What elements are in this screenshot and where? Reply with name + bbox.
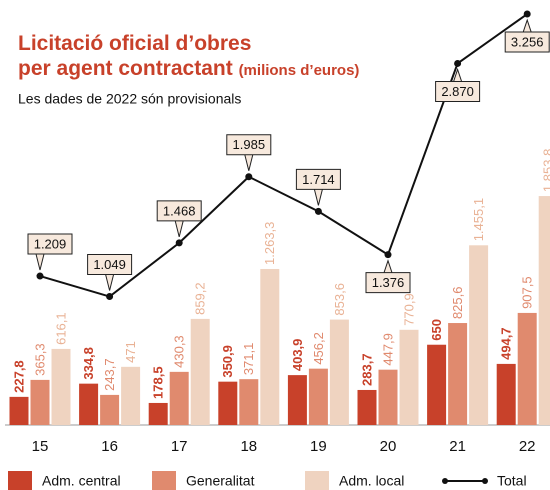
legend-label: Total [497, 473, 527, 489]
legend-swatch [305, 471, 329, 490]
value-label: 471 [123, 341, 138, 363]
bar [287, 375, 307, 425]
value-label: 403,9 [290, 339, 305, 372]
bar [79, 383, 99, 425]
value-label: 859,2 [193, 282, 208, 315]
value-label: 334,8 [81, 347, 96, 380]
title-unit: (milions d’euros) [239, 62, 360, 79]
subtitle: Les dades de 2022 són provisionals [18, 91, 241, 107]
value-label: 1.376 [372, 275, 405, 290]
value-label: 1.853,8 [541, 149, 550, 192]
bar [378, 369, 398, 425]
bar [260, 268, 280, 425]
bar [239, 379, 259, 425]
value-label: 283,7 [359, 353, 374, 386]
bar [517, 312, 537, 425]
line-point [36, 272, 44, 280]
x-tick-label: 17 [171, 438, 188, 455]
line-point [384, 251, 392, 259]
bar [30, 379, 50, 425]
bar [357, 389, 377, 425]
line-point [175, 239, 183, 247]
value-label: 770,9 [401, 293, 416, 326]
legend-swatch [152, 471, 176, 490]
legend-label: Generalitat [186, 473, 255, 489]
bar [51, 348, 71, 425]
bar [469, 245, 489, 425]
label-box [226, 134, 272, 171]
bar [148, 402, 168, 425]
value-label: 350,9 [220, 345, 235, 378]
value-label: 365,3 [32, 343, 47, 376]
value-label: 825,6 [450, 286, 465, 319]
label-box [504, 18, 550, 53]
legend-dot [482, 478, 488, 484]
bar [448, 323, 468, 425]
value-label: 1.209 [34, 236, 67, 251]
value-label: 1.985 [233, 137, 266, 152]
x-tick-label: 16 [101, 438, 118, 455]
bar [190, 318, 210, 425]
value-label: 616,1 [53, 312, 68, 345]
value-label: 456,2 [311, 332, 326, 365]
value-label: 853,6 [332, 283, 347, 316]
line-point [523, 10, 531, 18]
value-label: 494,7 [499, 327, 514, 360]
legend-dot [442, 478, 448, 484]
value-label: 2.870 [441, 84, 474, 99]
value-label: 447,9 [380, 333, 395, 366]
chart-title: per agent contractant (milions d’euros) [18, 57, 359, 80]
bar [496, 363, 516, 425]
x-tick-label: 18 [240, 438, 257, 455]
label-box [156, 200, 202, 238]
legend-swatch [8, 471, 32, 490]
bar [169, 371, 189, 425]
label-box [87, 254, 133, 291]
bar [329, 319, 349, 425]
value-label: 227,8 [11, 360, 26, 393]
value-label: 1.263,3 [262, 222, 277, 265]
label-box [435, 67, 481, 102]
value-label: 243,7 [102, 358, 117, 391]
bar [100, 394, 120, 425]
value-label: 1.455,1 [471, 198, 486, 241]
bar [427, 344, 447, 425]
line-point [314, 207, 322, 215]
chart-title: per agent contractant [18, 57, 233, 80]
chart-title: Licitació oficial d’obres [18, 32, 251, 55]
value-label: 1.714 [302, 172, 335, 187]
value-label: 371,1 [241, 343, 256, 376]
x-tick-label: 22 [519, 438, 536, 455]
value-label: 3.256 [511, 34, 544, 49]
x-tick-label: 19 [310, 438, 327, 455]
bar [308, 368, 328, 425]
bar [9, 396, 29, 425]
legend-label: Adm. local [339, 473, 404, 489]
bar [218, 381, 238, 425]
label-box [27, 233, 73, 271]
label-box [295, 168, 341, 206]
line-point [454, 59, 462, 67]
value-label: 430,3 [172, 335, 187, 368]
value-label: 650 [429, 319, 444, 341]
value-label: 178,5 [151, 366, 166, 399]
label-box [365, 259, 411, 294]
legend-label: Adm. central [42, 473, 121, 489]
line-point [106, 293, 114, 301]
value-label: 1.468 [163, 203, 196, 218]
line-point [245, 173, 253, 181]
value-label: 907,5 [520, 276, 535, 309]
value-label: 1.049 [93, 257, 126, 272]
bar [399, 329, 419, 425]
x-tick-label: 15 [32, 438, 49, 455]
bar [538, 196, 550, 425]
bar [121, 366, 141, 425]
x-tick-label: 20 [380, 438, 397, 455]
x-tick-label: 21 [449, 438, 466, 455]
